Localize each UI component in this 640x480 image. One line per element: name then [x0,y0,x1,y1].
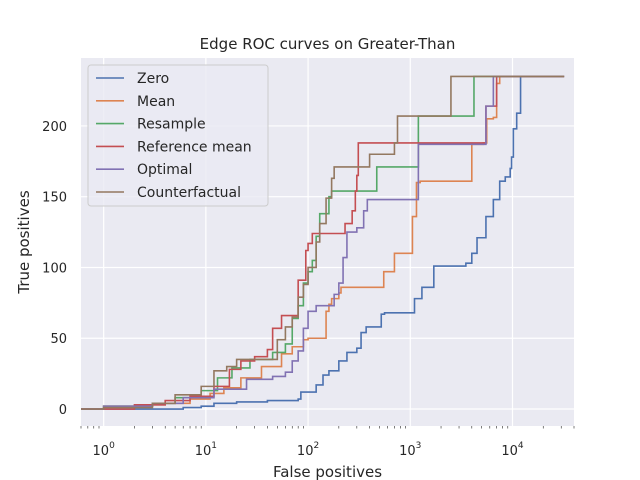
legend-label: Counterfactual [137,185,241,201]
legend-label: Zero [137,71,169,87]
x-tick-exponent: 4 [518,441,524,451]
x-tick-exponent: 2 [313,441,319,451]
x-tick-base: 10 [501,444,518,459]
series-lines [81,75,565,410]
x-tick-label: 101 [195,441,217,459]
x-tick-exponent: 3 [416,441,422,451]
y-tick-label: 0 [59,403,67,418]
legend-label: Resample [137,117,206,133]
y-tick-label: 100 [42,261,67,276]
series-line-counterfactual [81,75,565,410]
x-tick-base: 10 [195,444,212,459]
y-tick-label: 200 [42,120,67,135]
y-axis-label: True positives [15,190,33,294]
x-tick-label: 102 [297,441,319,459]
x-axis-label: False positives [273,463,382,480]
x-tick-label: 100 [93,441,116,459]
series-line-zero [81,75,565,410]
y-tick-label: 150 [42,191,67,206]
legend-frame [87,64,269,207]
legend-label: Optimal [137,162,192,178]
series-line-optimal [81,75,565,410]
x-tick-label: 104 [501,441,524,459]
x-tick-base: 10 [93,444,110,459]
y-tick-labels: 0 50 100 150 200 [42,120,67,418]
x-tick-exponent: 1 [211,441,217,451]
x-tick-labels: 100 101 102 103 104 [80,426,575,459]
x-tick-base: 10 [297,444,314,459]
chart-title: Edge ROC curves on Greater-Than [200,35,456,53]
legend-label: Reference mean [137,139,252,155]
x-tick-label: 103 [399,441,421,459]
y-tick-label: 50 [50,332,67,347]
x-tick-base: 10 [399,444,416,459]
x-tick-exponent: 0 [109,441,115,451]
legend-label: Mean [137,94,175,110]
legend: Zero Mean Resample Reference mean Optimal Cou… [87,64,269,207]
